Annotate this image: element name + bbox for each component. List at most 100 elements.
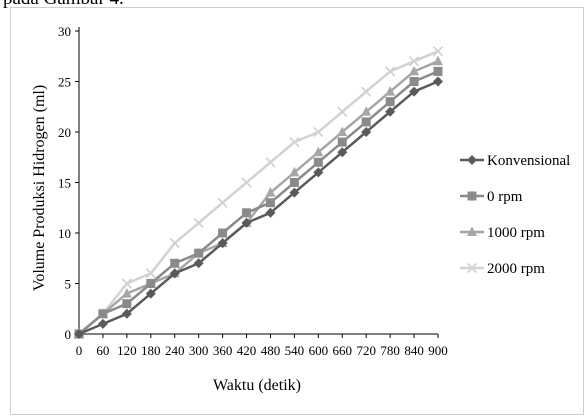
data-point-konvensional (337, 147, 348, 158)
data-point-0-rpm (361, 117, 371, 127)
legend-marker (467, 226, 477, 236)
legend-label: Konvensional (487, 153, 570, 169)
data-point-konvensional (409, 86, 420, 97)
chart-axes (78, 27, 438, 335)
data-point-0-rpm (170, 258, 180, 268)
data-point-2000-rpm (193, 217, 204, 229)
x-tick-label: 600 (309, 343, 329, 358)
data-point-0-rpm (98, 309, 108, 319)
legend-marker (466, 262, 478, 274)
x-tick-label: 120 (117, 343, 137, 358)
data-point-konvensional (265, 207, 276, 218)
series-konvensional (74, 76, 443, 339)
y-tick-label: 15 (58, 176, 71, 191)
series-group (73, 46, 444, 340)
data-point-2000-rpm (384, 66, 396, 77)
data-point-konvensional (361, 127, 372, 137)
data-point-1000-rpm (409, 65, 420, 76)
x-tick-label: 660 (333, 343, 353, 358)
legend: Konvensional 0 rpm 1000 rpm 2000 rpm (460, 153, 570, 277)
data-point-2000-rpm (241, 177, 252, 188)
x-tick-label: 300 (189, 343, 209, 358)
data-point-konvensional (289, 187, 300, 198)
series-2000-rpm (73, 46, 444, 340)
data-point-konvensional (433, 76, 443, 87)
data-point-0-rpm (313, 157, 323, 167)
x-tick-label: 420 (237, 343, 257, 358)
data-point-1000-rpm (385, 86, 396, 96)
data-point-1000-rpm (433, 55, 443, 66)
data-point-0-rpm (218, 228, 228, 238)
y-axis-ticks: 0 5 10 15 20 25 30 (58, 24, 79, 342)
data-point-2000-rpm (432, 46, 444, 57)
data-point-konvensional (217, 238, 228, 249)
legend-label: 1000 rpm (487, 225, 545, 241)
data-point-2000-rpm (313, 126, 324, 138)
data-point-1000-rpm (121, 288, 132, 298)
data-point-konvensional (169, 268, 180, 279)
x-tick-label: 840 (404, 343, 424, 358)
y-tick-label: 10 (58, 226, 71, 241)
data-point-0-rpm (122, 299, 132, 309)
x-axis-title: Waktu (detik) (213, 377, 301, 394)
data-point-2000-rpm (361, 86, 372, 97)
data-point-1000-rpm (361, 106, 372, 116)
chart-frame (10, 7, 584, 415)
caption-text: pada Gambar 4. (3, 0, 124, 10)
data-point-0-rpm (146, 279, 156, 288)
x-tick-label: 180 (141, 343, 161, 358)
data-point-1000-rpm (289, 166, 300, 177)
data-point-1000-rpm (265, 187, 276, 197)
x-tick-label: 480 (261, 343, 281, 358)
x-tick-label: 900 (428, 343, 448, 358)
y-tick-label: 30 (58, 24, 71, 39)
data-point-0-rpm (289, 178, 299, 187)
data-point-2000-rpm (121, 278, 133, 289)
series-line-2000-rpm (78, 50, 439, 335)
series-line-1000-rpm (78, 60, 439, 335)
data-point-2000-rpm (289, 136, 300, 148)
legend-item-2000-rpm: 2000 rpm (460, 261, 545, 277)
y-tick-label: 5 (65, 277, 72, 292)
data-point-konvensional (74, 329, 84, 339)
x-tick-label: 720 (356, 343, 376, 358)
data-point-1000-rpm (337, 126, 348, 136)
data-point-1000-rpm (313, 146, 324, 157)
data-point-0-rpm (194, 248, 204, 258)
data-point-2000-rpm (217, 197, 228, 208)
data-point-2000-rpm (169, 237, 180, 249)
data-point-2000-rpm (265, 157, 276, 168)
data-point-0-rpm (337, 137, 347, 147)
y-axis-title: Volume Produksi Hidrogen (ml) (31, 85, 48, 291)
x-tick-label: 360 (213, 343, 233, 358)
x-tick-label: 0 (76, 343, 83, 358)
legend-item-0-rpm: 0 rpm (460, 189, 523, 205)
x-axis-ticks: 0 60 120 180 240 300 360 420 480 540 600 660 720 780 8… (76, 334, 448, 358)
data-point-0-rpm (409, 77, 419, 86)
legend-label: 0 rpm (487, 189, 523, 205)
series-line-0-rpm (78, 70, 439, 335)
y-tick-label: 0 (65, 327, 72, 342)
x-tick-label: 540 (285, 343, 305, 358)
data-point-0-rpm (265, 198, 275, 208)
x-tick-label: 780 (380, 343, 400, 358)
legend-marker (467, 155, 477, 165)
legend-marker (467, 191, 477, 201)
data-point-0-rpm (433, 66, 443, 76)
data-point-konvensional (241, 217, 252, 228)
data-point-2000-rpm (408, 56, 420, 67)
legend-label: 2000 rpm (487, 261, 545, 277)
data-point-2000-rpm (145, 268, 156, 279)
data-point-konvensional (97, 318, 108, 329)
data-point-konvensional (121, 308, 132, 319)
y-tick-label: 20 (58, 125, 71, 140)
data-point-konvensional (313, 167, 324, 178)
x-tick-label: 240 (165, 343, 185, 358)
y-tick-label: 25 (58, 75, 71, 90)
data-point-2000-rpm (337, 106, 348, 117)
series-line-konvensional (78, 80, 439, 336)
data-point-0-rpm (385, 97, 395, 107)
x-tick-label: 60 (96, 343, 109, 358)
data-point-0-rpm (242, 208, 252, 218)
